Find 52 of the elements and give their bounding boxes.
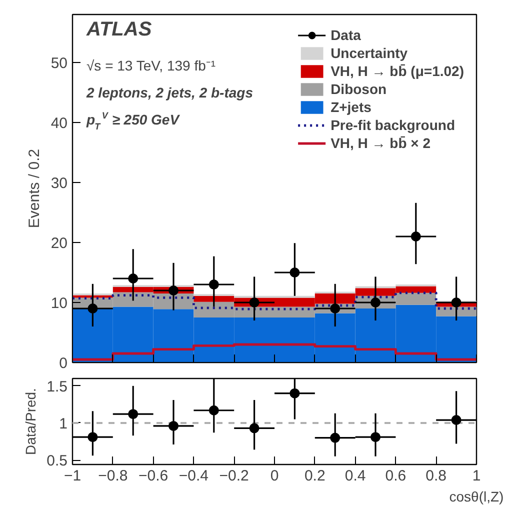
legend-label: VH, H → bb̄ (μ=1.02) bbox=[330, 62, 464, 80]
x-tick-label: 0.8 bbox=[426, 468, 447, 484]
x-tick-label: 0 bbox=[270, 468, 279, 484]
point bbox=[88, 432, 98, 442]
point bbox=[290, 268, 300, 278]
x-tick-label: 1 bbox=[472, 468, 481, 484]
point bbox=[330, 432, 340, 443]
x-tick-label: −0.4 bbox=[178, 468, 209, 484]
y-tick-label: 1.5 bbox=[46, 378, 68, 396]
y-tick-label: 0 bbox=[59, 355, 68, 372]
y-tick-label: 10 bbox=[50, 295, 68, 312]
y-axis-title: Events / 0.2 bbox=[26, 148, 43, 228]
x-tick-label: 0.6 bbox=[385, 468, 406, 484]
point bbox=[370, 298, 380, 308]
y-axis-title: Data/Pred. bbox=[22, 388, 39, 455]
point bbox=[451, 415, 462, 426]
y-tick-label: 30 bbox=[50, 175, 68, 192]
x-tick-label: −0.2 bbox=[219, 468, 249, 484]
legend-label: Data bbox=[330, 26, 361, 44]
point bbox=[410, 232, 421, 242]
point bbox=[168, 286, 178, 296]
annotation: ATLAS bbox=[86, 18, 152, 40]
y-tick-label: 50 bbox=[50, 55, 68, 72]
point bbox=[370, 432, 380, 442]
y-tick-label: 40 bbox=[50, 115, 68, 132]
point bbox=[451, 298, 462, 308]
legend-label: Pre-fit background bbox=[330, 116, 456, 134]
y-tick-label: 1 bbox=[59, 415, 68, 432]
annotation: √s = 13 TeV, 139 fb⁻¹ bbox=[86, 58, 216, 74]
x-tick-label: 0.4 bbox=[344, 468, 366, 484]
y-tick-label: 20 bbox=[50, 235, 68, 252]
point bbox=[249, 423, 260, 434]
point bbox=[168, 420, 178, 431]
x-tick-label: 0.2 bbox=[304, 468, 326, 484]
x-axis-title: cosθ(l,Z) bbox=[449, 488, 504, 504]
point bbox=[128, 274, 138, 284]
x-tick-label: −0.8 bbox=[98, 468, 128, 484]
point bbox=[208, 280, 219, 290]
legend-label: VH, H → bb̄ × 2 bbox=[330, 134, 431, 152]
point bbox=[128, 409, 138, 420]
legend-label: Uncertainty bbox=[330, 44, 408, 62]
legend-label: Z+jets bbox=[330, 98, 372, 116]
point bbox=[330, 304, 340, 314]
point bbox=[208, 405, 219, 416]
x-tick-label: −1 bbox=[64, 468, 82, 484]
y-tick-label: 0.5 bbox=[46, 452, 68, 470]
point bbox=[88, 304, 98, 314]
legend-label: Diboson bbox=[330, 80, 387, 98]
point bbox=[249, 298, 260, 308]
point bbox=[290, 388, 300, 398]
annotation: 2 leptons, 2 jets, 2 b-tags bbox=[86, 84, 254, 100]
x-tick-label: −0.6 bbox=[138, 468, 168, 484]
